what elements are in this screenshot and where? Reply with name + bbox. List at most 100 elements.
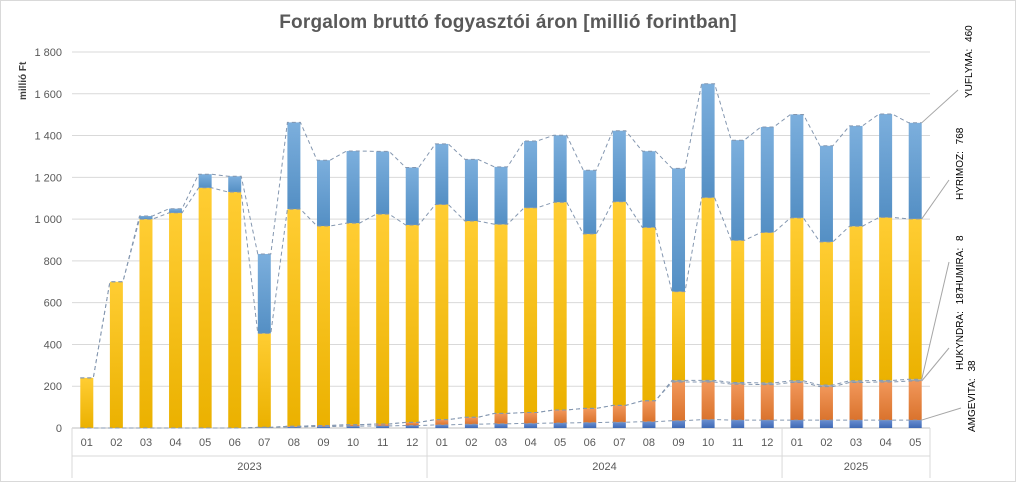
series-label-value: 38 <box>967 360 978 374</box>
bar-hukyndra <box>553 410 567 423</box>
bar-hyrimoz <box>169 212 183 428</box>
bar-humira <box>760 382 774 385</box>
bar-hyrimoz <box>553 202 567 411</box>
bar-yuflyma <box>346 151 360 224</box>
bar-hukyndra <box>642 400 656 422</box>
bar-hyrimoz <box>405 224 419 423</box>
bar-yuflyma <box>198 174 212 188</box>
x-tick-label: 04 <box>879 437 891 449</box>
bar-hukyndra <box>879 382 893 421</box>
x-tick-label: 03 <box>495 437 507 449</box>
x-tick-label: 01 <box>791 437 803 449</box>
x-tick-label: 01 <box>81 437 93 449</box>
year-label: 2025 <box>844 461 868 473</box>
bar-hyrimoz <box>701 197 715 381</box>
series-label-name: HYRIMOZ: <box>955 151 966 200</box>
bar-hyrimoz <box>346 223 360 425</box>
bar-yuflyma <box>760 126 774 233</box>
bar-amgevita <box>316 426 330 428</box>
bar-amgevita <box>583 422 597 428</box>
bar-amgevita <box>405 425 419 428</box>
x-tick-label: 12 <box>406 437 418 449</box>
bar-hukyndra <box>731 384 745 421</box>
bar-hyrimoz <box>257 333 271 428</box>
series-label-value: 460 <box>964 25 975 45</box>
bar-hukyndra <box>819 386 833 421</box>
bar-yuflyma <box>908 122 922 219</box>
x-tick-label: 12 <box>761 437 773 449</box>
bar-amgevita <box>346 426 360 428</box>
bar-humira <box>879 380 893 383</box>
bar-humira <box>701 380 715 383</box>
bar-amgevita <box>376 425 390 428</box>
x-tick-label: 04 <box>524 437 536 449</box>
x-tick-label: 03 <box>140 437 152 449</box>
bar-amgevita <box>435 424 449 428</box>
bar-hyrimoz <box>524 207 538 413</box>
bar-humira <box>672 380 686 383</box>
x-tick-label: 07 <box>613 437 625 449</box>
y-tick-label: 1 800 <box>34 47 62 59</box>
bar-yuflyma <box>376 151 390 215</box>
bar-yuflyma <box>257 253 271 334</box>
bar-yuflyma <box>701 83 715 198</box>
x-tick-label: 02 <box>820 437 832 449</box>
bar-yuflyma <box>612 130 626 202</box>
series-label-name: HUKYNDRA: <box>955 311 966 370</box>
y-tick-label: 1 000 <box>34 214 62 226</box>
y-tick-label: 600 <box>44 298 62 310</box>
bar-yuflyma <box>405 167 419 225</box>
x-tick-label: 08 <box>643 437 655 449</box>
bar-hukyndra <box>849 382 863 421</box>
bar-yuflyma <box>524 140 538 208</box>
x-tick-label: 11 <box>732 437 743 449</box>
x-tick-label: 05 <box>199 437 211 449</box>
series-label-name: HUMIRA: <box>955 248 966 290</box>
series-line-humira <box>80 378 922 429</box>
bar-hukyndra <box>464 417 478 425</box>
x-tick-label: 11 <box>377 437 388 449</box>
bar-yuflyma <box>316 160 330 227</box>
bar-amgevita <box>849 420 863 428</box>
x-tick-label: 06 <box>229 437 241 449</box>
series-label-hukyndra: HUKYNDRA: 187 <box>955 287 966 370</box>
bar-amgevita <box>494 423 508 428</box>
bar-yuflyma <box>464 159 478 221</box>
series-label-yuflyma: YUFLYMA: 460 <box>964 25 975 98</box>
year-label: 2024 <box>592 461 616 473</box>
bar-hyrimoz <box>435 204 449 420</box>
bar-amgevita <box>672 420 686 428</box>
bar-hukyndra <box>583 408 597 423</box>
series-label-humira: HUMIRA: 8 <box>955 235 966 290</box>
bar-hukyndra <box>908 381 922 421</box>
y-tick-label: 1 200 <box>34 172 62 184</box>
bar-yuflyma <box>494 166 508 225</box>
bar-yuflyma <box>553 135 567 203</box>
bar-hyrimoz <box>109 281 123 428</box>
bar-hukyndra <box>760 384 774 421</box>
y-tick-label: 200 <box>44 381 62 393</box>
y-tick-label: 800 <box>44 256 62 268</box>
bar-hukyndra <box>316 425 330 427</box>
x-tick-label: 05 <box>909 437 921 449</box>
series-label-name: YUFLYMA: <box>964 49 975 98</box>
bar-hyrimoz <box>287 209 301 427</box>
bar-hyrimoz <box>908 218 922 380</box>
bar-hukyndra <box>494 413 508 424</box>
leader-line <box>921 261 950 380</box>
bar-hukyndra <box>524 412 538 424</box>
bar-hukyndra <box>612 405 626 423</box>
x-tick-label: 09 <box>672 437 684 449</box>
bar-hyrimoz <box>80 377 94 428</box>
bar-hyrimoz <box>760 232 774 383</box>
bar-amgevita <box>464 424 478 428</box>
x-tick-label: 06 <box>584 437 596 449</box>
x-tick-label: 04 <box>169 437 181 449</box>
series-label-name: AMGEVITA: <box>967 378 978 432</box>
bar-hukyndra <box>672 382 686 421</box>
series-label-value: 8 <box>955 235 966 244</box>
bar-hyrimoz <box>819 241 833 385</box>
bar-humira <box>819 384 833 387</box>
bar-amgevita <box>612 422 626 428</box>
bar-amgevita <box>701 419 715 428</box>
